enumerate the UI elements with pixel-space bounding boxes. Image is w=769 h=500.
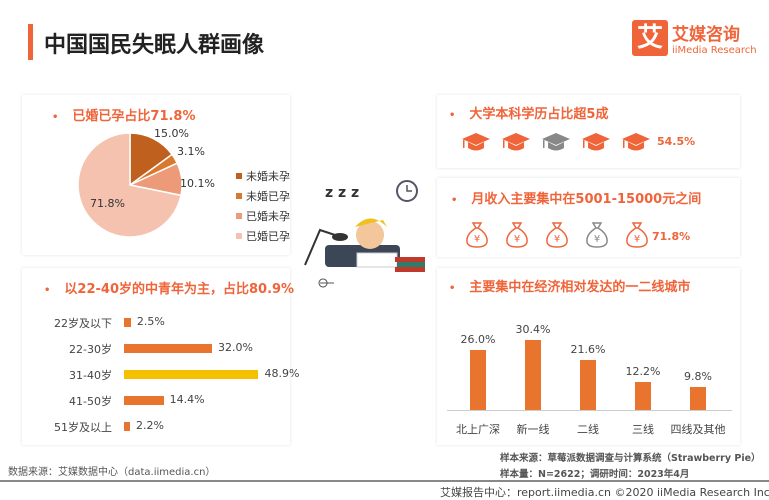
age-value-label: 2.5% [136,315,165,328]
data-source-note: 数据来源：艾媒数据中心（data.iimedia.cn） [8,467,216,478]
city-bar [470,350,486,410]
money-bag-icon: ¥ [466,222,488,248]
education-panel: • 大学本科学历占比超5成 54.5% [437,95,740,168]
city-bar [690,387,706,410]
svg-text:¥: ¥ [554,234,560,245]
page-title: 中国国民失眠人群画像 [44,33,265,58]
city-bar [635,381,651,410]
education-title: • 大学本科学历占比超5成 [449,107,609,122]
marriage-panel: • 已婚已孕占比71.8% 15.0% 未婚未孕 3.1% 未婚已孕 10.1% 已婚未孕 7… [22,95,290,255]
age-category-label: 41-50岁 [69,395,112,408]
age-value-label: 48.9% [264,367,300,380]
city-axis [447,410,732,411]
logo-en: iiMedia Research [672,45,757,56]
graduation-cap-icon [582,133,610,151]
legend-swatch [236,173,242,179]
svg-text:¥: ¥ [514,234,520,245]
city-value-label: 9.8% [684,370,712,384]
graduation-cap-icon [502,133,530,151]
city-value-label: 26.0% [460,333,496,347]
legend-swatch [236,193,242,199]
income-value: 71.8% [652,230,691,243]
logo: 艾 艾媒咨询 iiMedia Research [632,20,757,56]
city-category-label: 二线 [577,423,599,436]
title-accent-bar [28,24,33,60]
age-value-label: 14.4% [169,393,205,406]
money-bag-icon: ¥ [546,222,568,248]
money-bag-icon: ¥ [506,222,528,248]
legend-swatch [236,213,242,219]
sleeping-person-illustration: z z z [304,180,425,288]
age-title: • 以22-40岁的中青年为主，占比80.9% [44,282,295,297]
age-category-label: 31-40岁 [69,369,112,382]
marriage-title-text: 已婚已孕占比71.8% [72,109,196,124]
city-value-label: 12.2% [625,364,661,378]
logo-cn: 艾媒咨询 [672,25,740,45]
income-panel: • 月收入主要集中在5001-15000元之间 ¥ ¥ ¥ ¥ ¥ 71.8% [437,178,740,257]
pie-slice [77,132,182,238]
graduation-cap-icon [462,133,490,151]
age-category-label: 22-30岁 [69,343,112,356]
legend-label: 已婚未孕 [246,209,290,223]
legend-label: 未婚未孕 [246,169,290,183]
age-bar [124,318,131,327]
income-title-text: 月收入主要集中在5001-15000元之间 [471,192,702,207]
age-category-label: 22岁及以下 [54,317,112,330]
footer-divider [0,480,769,482]
graduation-cap-icon [622,133,650,151]
legend-label: 未婚已孕 [246,189,290,203]
city-category-label: 四线及其他 [670,423,726,436]
marriage-title: • 已婚已孕占比71.8% [52,109,196,124]
education-value: 54.5% [657,135,696,148]
age-bar [124,396,164,405]
income-title: • 月收入主要集中在5001-15000元之间 [451,192,702,207]
city-bar [580,360,596,410]
city-title-text: 主要集中在经济相对发达的一二线城市 [469,280,691,295]
pie-label: 15.0% [154,127,189,140]
age-panel: • 以22-40岁的中青年为主，占比80.9% 22岁及以下 2.5% 22-30… [22,268,299,445]
legend-label: 已婚已孕 [246,229,290,243]
age-bar [124,370,259,379]
money-bag-icon: ¥ [586,222,608,248]
age-bar [124,344,212,353]
legend-swatch [236,233,242,239]
city-category-label: 新一线 [516,423,550,436]
education-title-text: 大学本科学历占比超5成 [469,107,609,122]
age-title-text: 以22-40岁的中青年为主，占比80.9% [64,282,295,297]
footer-text: 艾媒报告中心：report.iimedia.cn ©2020 iiMedia R… [440,486,769,499]
svg-text:¥: ¥ [474,234,480,245]
zzz-text: z z z [325,185,359,201]
marriage-pie-chart: 15.0% 未婚未孕 3.1% 未婚已孕 10.1% 已婚未孕 71.8% 已婚已孕 [77,127,290,243]
city-panel: • 主要集中在经济相对发达的一二线城市 26.0% 北上广深 30.4% 新一线 … [437,268,740,445]
svg-text:¥: ¥ [594,234,600,245]
svg-text:¥: ¥ [634,234,640,245]
pie-label: 10.1% [180,177,215,190]
city-category-label: 北上广深 [456,423,500,436]
city-title: • 主要集中在经济相对发达的一二线城市 [449,280,691,295]
city-bar [525,340,541,410]
pie-label: 3.1% [177,145,205,158]
age-bar [124,422,131,431]
age-value-label: 32.0% [218,341,253,354]
city-value-label: 21.6% [570,343,606,357]
sample-size-note: 样本量：N=2622；调研时间：2023年4月 [500,469,690,480]
logo-mark: 艾 [632,20,668,56]
pie-label: 71.8% [90,197,125,210]
city-category-label: 三线 [632,423,654,436]
city-value-label: 30.4% [515,323,551,337]
graduation-cap-icon [542,133,570,151]
money-bag-icon: ¥ [626,222,648,248]
age-category-label: 51岁及以上 [54,421,112,434]
age-value-label: 2.2% [136,419,164,432]
pie-slice [129,132,174,187]
sample-source-note: 样本来源：草莓派数据调查与计算系统（Strawberry Pie） [500,453,761,464]
